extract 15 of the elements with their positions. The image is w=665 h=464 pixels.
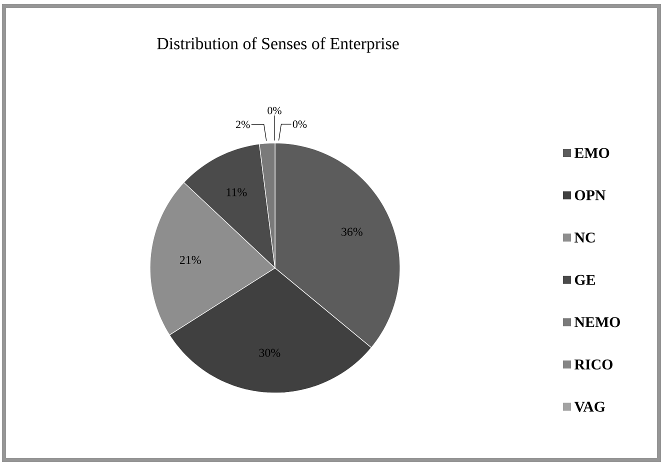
legend-label: NC (574, 232, 595, 243)
data-label: 2% (236, 120, 250, 128)
legend-label: RICO (574, 359, 612, 370)
legend-label: EMO (574, 148, 610, 158)
legend-label: OPN (574, 190, 606, 200)
text: 0% (292, 120, 307, 128)
legend-label: VAG (574, 402, 606, 412)
chart-title: Distribution of Senses of Enterprise (157, 37, 399, 53)
data-label: 30% (259, 348, 280, 357)
legend-label: GE (574, 274, 596, 285)
data-label: 21% (180, 256, 201, 264)
legend-label: NEMO (574, 317, 620, 328)
data-label: 11% (226, 188, 247, 196)
text: 0% (268, 106, 282, 114)
data-label: 36% (342, 228, 362, 236)
